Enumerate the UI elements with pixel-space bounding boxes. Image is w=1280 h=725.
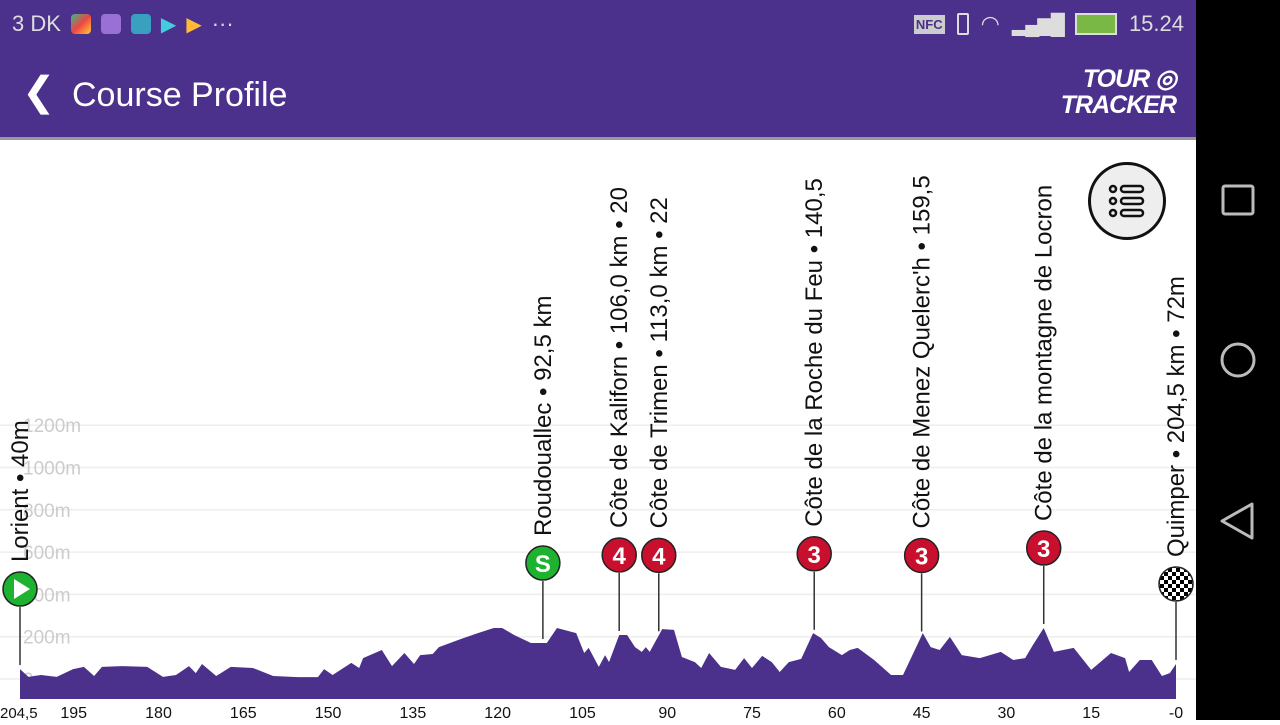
x-tick-label: 15 <box>1082 705 1100 720</box>
x-tick-label: 204,5 <box>0 705 38 720</box>
back-nav-button[interactable] <box>1220 502 1254 540</box>
status-bar: 3 DK ▶ ▶ ··· NFC ◠ ▂▄▆█ 15.24 <box>0 0 1196 48</box>
y-tick-label: 800m <box>23 501 71 522</box>
list-icon <box>1108 184 1145 218</box>
badge-text: 3 <box>808 542 821 569</box>
profile-svg: 0m200m400m600m800m1000m1200m204,51951801… <box>0 175 1196 720</box>
divider <box>0 137 1196 140</box>
y-tick-label: 600m <box>23 543 71 564</box>
play-store-icon: ▶ <box>160 13 177 36</box>
x-tick-label: 165 <box>230 705 257 720</box>
badge-text: 3 <box>1037 536 1050 563</box>
battery-icon <box>1074 13 1117 35</box>
page-title: Course Profile <box>72 76 288 114</box>
tour-tracker-logo: TOUR ◎ TRACKER <box>1060 65 1177 119</box>
play-store-icon: ▶ <box>186 13 202 36</box>
clock: 15.24 <box>1128 11 1184 36</box>
x-tick-label: 180 <box>145 705 172 720</box>
vibrate-icon <box>956 13 969 35</box>
badge-text: 3 <box>915 543 928 570</box>
x-tick-label: 135 <box>400 705 427 720</box>
gallery-icon <box>100 14 121 34</box>
badge-text: 4 <box>652 543 666 570</box>
course-profile-chart: 0m200m400m600m800m1000m1200m204,51951801… <box>0 140 1196 720</box>
x-tick-label: 195 <box>60 705 87 720</box>
sprint-icon <box>525 545 561 581</box>
marker-label: Quimper • 204,5 km • 72m <box>1163 276 1190 557</box>
x-tick-label: -0 <box>1169 705 1183 720</box>
wifi-icon: ◠ <box>980 11 1000 36</box>
nav-icons <box>1220 184 1256 540</box>
badge-text: S <box>535 551 551 578</box>
climb-category-badge <box>601 537 637 573</box>
marker-label: Lorient • 40m <box>7 420 34 562</box>
y-tick-label: 1000m <box>23 459 81 480</box>
app-bar: ❮ Course Profile TOUR ◎ TRACKER <box>0 48 1196 137</box>
carrier-label: 3 DK <box>12 11 61 36</box>
marker-label: Côte de la Roche du Feu • 140,5 <box>801 178 828 527</box>
marker-label: Côte de Trimen • 113,0 km • 22 <box>646 197 673 528</box>
play-icon <box>14 579 30 600</box>
y-tick-label: 200m <box>23 628 71 649</box>
nfc-icon: NFC <box>913 14 945 34</box>
elevation-profile-area <box>20 628 1176 699</box>
x-tick-label: 75 <box>743 705 761 720</box>
marker-label: Côte de la montagne de Locron <box>1031 185 1058 521</box>
more-notifications-icon: ··· <box>211 11 234 36</box>
app-store-icon <box>70 14 91 34</box>
climb-category-badge <box>903 537 940 574</box>
climb-list-menu-button[interactable] <box>1088 162 1166 240</box>
climb-category-badge <box>1025 530 1062 566</box>
back-button[interactable]: ❮ <box>22 70 56 114</box>
finish-flag-icon <box>1158 566 1194 602</box>
x-tick-label: 120 <box>484 705 511 720</box>
marker-label: Côte de Menez Quelerc'h • 159,5 <box>909 175 936 528</box>
x-tick-label: 105 <box>569 705 596 720</box>
app-icon <box>130 14 151 34</box>
y-tick-label: 1200m <box>23 416 81 437</box>
badge-text: 4 <box>613 543 627 570</box>
x-tick-label: 45 <box>913 705 931 720</box>
android-nav-bar <box>1196 0 1280 720</box>
x-tick-label: 90 <box>658 705 676 720</box>
x-tick-label: 150 <box>315 705 342 720</box>
home-button[interactable] <box>1220 342 1256 378</box>
logo-text: TOUR <box>1082 65 1150 93</box>
climb-category-badge <box>641 537 677 574</box>
x-tick-label: 30 <box>998 705 1016 720</box>
climb-category-badge <box>796 536 832 572</box>
recents-button[interactable] <box>1221 184 1255 216</box>
signal-icon: ▂▄▆█ <box>1011 13 1065 36</box>
x-tick-label: 60 <box>828 705 846 720</box>
marker-label: Roudouallec • 92,5 km <box>530 295 557 536</box>
marker-label: Côte de Kaliforn • 106,0 km • 20 <box>606 187 633 528</box>
logo-text: TRACKER <box>1060 91 1177 119</box>
